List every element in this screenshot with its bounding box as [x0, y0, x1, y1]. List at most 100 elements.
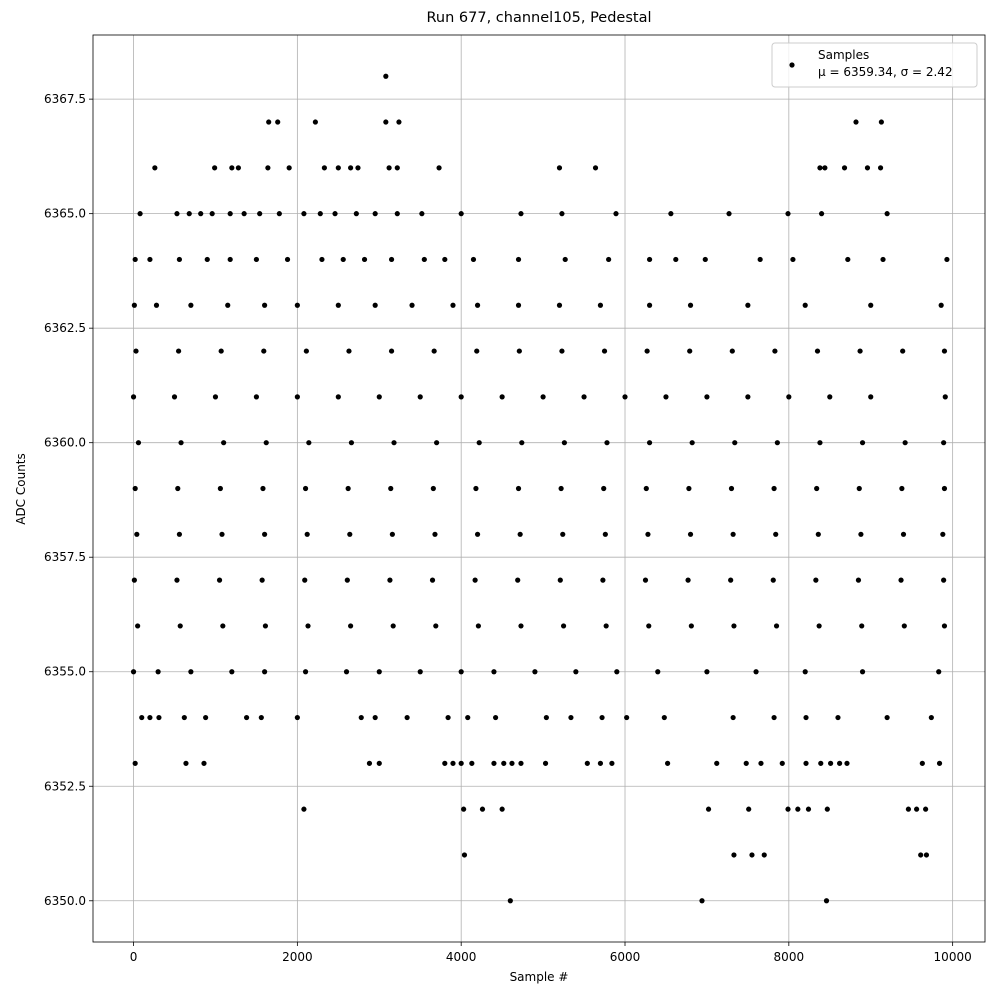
point — [469, 760, 475, 766]
point — [771, 485, 777, 492]
point — [702, 256, 708, 263]
point — [212, 394, 219, 400]
point — [746, 806, 752, 812]
point — [178, 440, 184, 446]
point — [685, 577, 691, 583]
point — [603, 623, 609, 629]
point — [814, 348, 821, 354]
point — [779, 760, 785, 766]
y-axis-label: ADC Counts — [14, 453, 28, 525]
point — [419, 211, 425, 217]
point — [818, 760, 824, 766]
point — [731, 852, 737, 858]
point — [841, 165, 848, 171]
point — [474, 302, 481, 308]
point — [198, 211, 204, 217]
point — [253, 394, 260, 400]
x-tick-label: 4000 — [446, 950, 477, 964]
point — [837, 760, 843, 766]
point — [606, 256, 612, 263]
point — [417, 394, 423, 400]
point — [936, 669, 942, 675]
point — [823, 898, 830, 904]
point — [689, 440, 695, 446]
point — [803, 714, 809, 721]
point — [217, 485, 223, 492]
point — [941, 440, 947, 446]
point — [473, 485, 479, 492]
point — [601, 485, 607, 492]
point — [445, 714, 451, 721]
point — [229, 669, 235, 675]
point — [472, 577, 478, 583]
point — [376, 394, 382, 400]
point — [131, 302, 137, 308]
point — [433, 623, 439, 629]
chart-title: Run 677, channel105, Pedestal — [426, 10, 651, 26]
point — [559, 211, 565, 217]
point — [135, 440, 142, 446]
point — [699, 898, 705, 904]
point — [858, 531, 864, 537]
point — [388, 256, 395, 263]
point — [581, 394, 587, 400]
point — [155, 669, 161, 675]
point — [262, 302, 268, 308]
point — [132, 760, 138, 766]
point — [321, 165, 327, 171]
point — [758, 760, 764, 766]
point — [624, 714, 630, 721]
point — [559, 348, 565, 354]
point — [816, 623, 822, 629]
point — [475, 623, 481, 629]
point — [859, 669, 866, 675]
point — [827, 394, 833, 400]
point — [802, 669, 808, 675]
point — [275, 119, 281, 125]
point — [868, 394, 874, 400]
point — [258, 714, 264, 721]
point — [174, 211, 180, 217]
point — [663, 394, 669, 400]
point — [938, 302, 944, 308]
point — [941, 623, 948, 629]
point — [491, 760, 497, 766]
point — [844, 760, 850, 766]
grid — [93, 35, 985, 942]
point — [175, 485, 181, 492]
point — [771, 714, 777, 721]
point — [153, 302, 160, 308]
point — [394, 211, 400, 217]
point — [600, 577, 606, 583]
point — [602, 531, 608, 537]
point — [492, 714, 499, 721]
point — [335, 394, 341, 400]
point — [396, 119, 402, 125]
point — [386, 165, 392, 171]
point — [542, 760, 549, 766]
point — [442, 256, 448, 263]
point — [302, 577, 308, 583]
point — [302, 485, 309, 492]
point — [730, 714, 736, 721]
point — [262, 623, 269, 629]
point — [532, 669, 538, 675]
point — [265, 165, 271, 171]
point — [900, 348, 906, 354]
point — [899, 485, 905, 492]
point — [919, 760, 925, 766]
point — [294, 714, 300, 721]
point — [474, 348, 480, 354]
point — [773, 531, 779, 537]
point — [130, 669, 137, 675]
point — [761, 852, 767, 858]
point — [614, 669, 620, 675]
point — [592, 165, 599, 171]
point — [343, 669, 350, 675]
point — [261, 348, 267, 354]
point — [942, 394, 948, 400]
point — [470, 256, 477, 263]
point — [204, 256, 210, 263]
point — [936, 760, 943, 766]
point — [817, 165, 823, 171]
